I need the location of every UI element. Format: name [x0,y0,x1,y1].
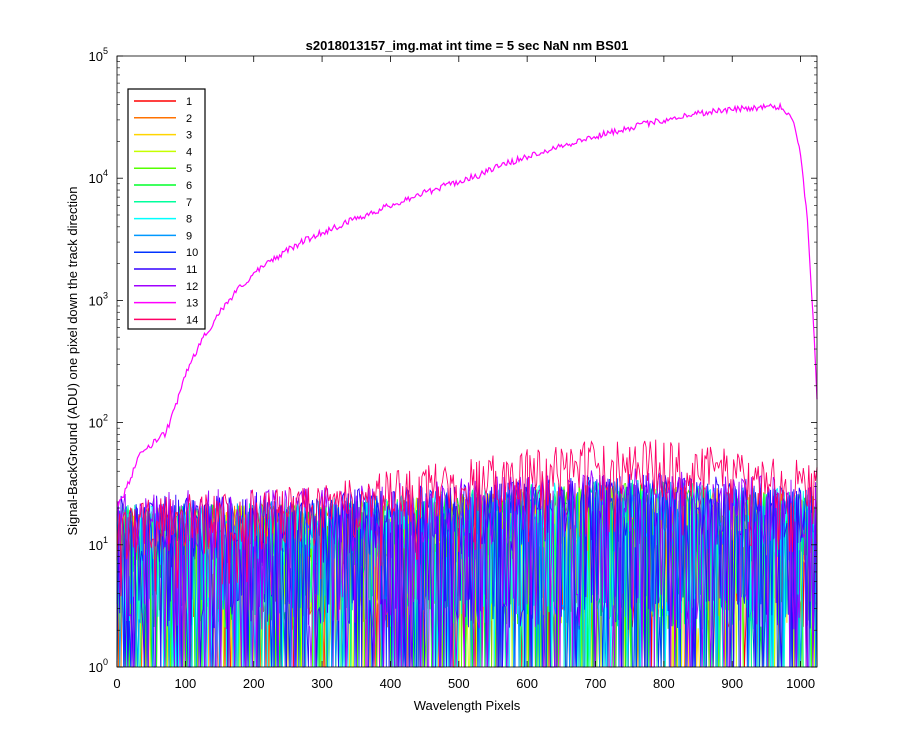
legend-item-14: 14 [134,314,198,326]
y-tick-label: 104 [89,168,108,186]
y-tick-label: 103 [89,290,108,308]
x-tick-label: 500 [448,676,470,691]
x-axis: 0 100 200 300 400 500 600 700 800 900 1000 [113,56,815,691]
legend-item-3: 3 [134,130,192,142]
chart-title: s2018013157_img.mat int time = 5 sec NaN… [306,38,629,53]
legend-label: 12 [186,281,198,293]
legend-label: 7 [186,197,192,209]
legend-label: 6 [186,180,192,192]
legend-label: 10 [186,247,198,259]
legend-label: 14 [186,314,198,326]
x-tick-label: 200 [243,676,265,691]
x-tick-label: 100 [175,676,197,691]
legend-item-5: 5 [134,163,192,175]
x-tick-label: 700 [585,676,607,691]
y-axis-label: Signal-BackGround (ADU) one pixel down t… [65,186,80,535]
legend-item-1: 1 [134,96,192,108]
legend-item-8: 8 [134,214,192,226]
legend-label: 1 [186,96,192,108]
legend-label: 2 [186,113,192,125]
legend-label: 5 [186,163,192,175]
legend-label: 3 [186,130,192,142]
y-tick-label: 105 [89,46,108,64]
x-tick-label: 0 [113,676,120,691]
legend-label: 13 [186,298,198,310]
y-tick-label: 102 [89,413,108,431]
legend-item-6: 6 [134,180,192,192]
legend-item-7: 7 [134,197,192,209]
series-12-line [116,468,818,668]
legend-item-2: 2 [134,113,192,125]
x-axis-label: Wavelength Pixels [414,698,521,713]
legend-item-10: 10 [134,247,198,259]
legend-label: 4 [186,146,192,158]
legend-item-4: 4 [134,146,192,158]
x-tick-label: 800 [653,676,675,691]
legend-item-9: 9 [134,230,192,242]
legend-item-12: 12 [134,281,198,293]
legend-item-13: 13 [134,298,198,310]
x-tick-label: 400 [380,676,402,691]
x-tick-label: 900 [721,676,743,691]
x-tick-label: 600 [516,676,538,691]
series-13-line [116,101,818,507]
series-14-line [116,439,818,597]
legend-item-11: 11 [134,264,197,276]
x-tick-label: 1000 [786,676,815,691]
legend-label: 11 [186,264,197,276]
series-layer [116,101,818,668]
y-tick-label: 101 [89,535,108,553]
axes-box [116,55,818,668]
legend-label: 9 [186,230,192,242]
y-tick-label: 100 [89,657,108,675]
legend-label: 8 [186,214,192,226]
x-tick-label: 300 [311,676,333,691]
legend-box [127,88,206,330]
